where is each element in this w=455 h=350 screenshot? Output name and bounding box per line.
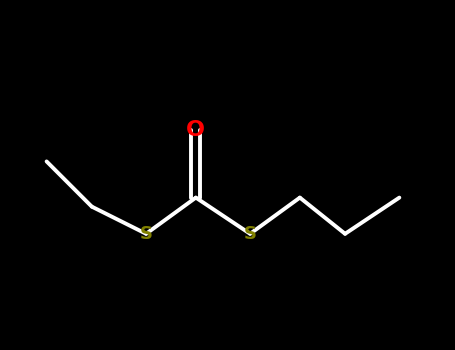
- Text: S: S: [243, 225, 257, 243]
- Text: O: O: [187, 120, 205, 140]
- Text: S: S: [140, 225, 152, 243]
